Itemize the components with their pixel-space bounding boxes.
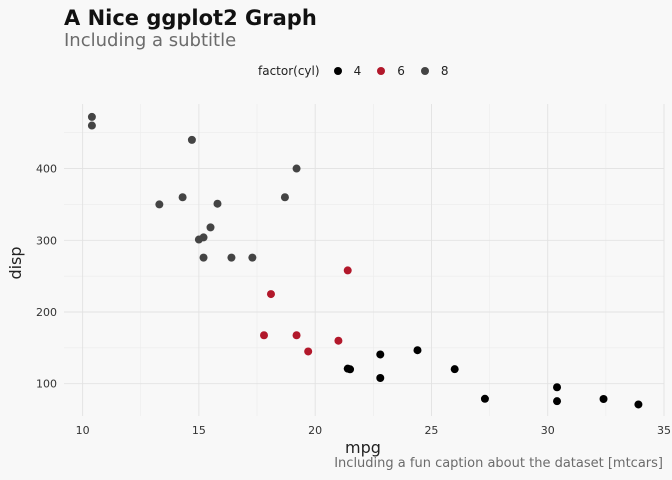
data-point-cyl-8 xyxy=(292,164,301,173)
data-point-cyl-6 xyxy=(260,331,268,340)
legend-label-8: 8 xyxy=(440,64,449,78)
data-point-cyl-4 xyxy=(599,395,608,404)
y-tick-label: 100 xyxy=(36,378,57,391)
data-point-cyl-4 xyxy=(413,346,422,355)
y-axis-label: disp xyxy=(6,246,25,279)
x-axis-ticks: 10 15 20 25 30 35 xyxy=(76,424,671,437)
chart-subtitle: Including a subtitle xyxy=(64,30,237,51)
data-point-cyl-8 xyxy=(227,253,236,262)
data-point-cyl-6 xyxy=(304,347,313,356)
data-point-cyl-8 xyxy=(87,121,96,130)
data-point-cyl-8 xyxy=(187,135,196,144)
data-point-cyl-4 xyxy=(634,400,643,409)
data-point-cyl-6 xyxy=(292,331,301,340)
legend-title: factor(cyl) xyxy=(258,64,320,78)
legend-label-4: 4 xyxy=(353,64,362,78)
data-point-cyl-8 xyxy=(194,235,203,244)
data-point-cyl-6 xyxy=(266,290,275,299)
data-point-cyl-8 xyxy=(178,193,187,202)
data-point-cyl-8 xyxy=(280,193,289,202)
y-tick-label: 200 xyxy=(36,306,57,319)
x-tick-label: 20 xyxy=(308,424,322,437)
y-tick-label: 300 xyxy=(36,234,57,247)
x-tick-label: 25 xyxy=(424,424,438,437)
x-tick-label: 10 xyxy=(76,424,90,437)
legend-label-6: 6 xyxy=(397,64,405,78)
data-point-cyl-6 xyxy=(334,336,343,345)
data-point-cyl-4 xyxy=(450,365,459,374)
legend-item-6: 6 xyxy=(377,64,405,78)
data-point-cyl-8 xyxy=(248,253,257,262)
y-tick-label: 400 xyxy=(36,163,57,176)
x-axis-label: mpg xyxy=(345,438,381,457)
legend: factor(cyl) 4 6 8 xyxy=(258,62,464,80)
x-tick-label: 35 xyxy=(657,424,671,437)
grid-lines xyxy=(64,104,665,416)
data-points xyxy=(87,112,643,409)
x-tick-label: 30 xyxy=(541,424,555,437)
x-tick-label: 15 xyxy=(192,424,206,437)
data-point-cyl-6 xyxy=(343,266,352,275)
data-point-cyl-4 xyxy=(480,394,489,403)
legend-item-8: 8 xyxy=(420,64,449,78)
chart-caption: Including a fun caption about the datase… xyxy=(334,456,663,471)
data-point-cyl-4 xyxy=(343,364,352,373)
data-point-cyl-4 xyxy=(376,373,385,382)
legend-item-4: 4 xyxy=(333,64,362,78)
data-point-cyl-8 xyxy=(155,200,164,209)
data-point-cyl-8 xyxy=(87,112,96,121)
data-point-cyl-8 xyxy=(213,199,222,208)
data-point-cyl-4 xyxy=(553,383,562,392)
legend-key-8 xyxy=(420,67,429,75)
legend-key-4 xyxy=(333,67,342,75)
y-axis-ticks: 100 200 300 400 xyxy=(36,163,57,391)
legend-key-6 xyxy=(377,67,386,75)
data-point-cyl-8 xyxy=(199,253,208,262)
chart-title: A Nice ggplot2 Graph xyxy=(64,6,317,30)
data-point-cyl-4 xyxy=(553,397,562,406)
data-point-cyl-8 xyxy=(206,223,215,232)
data-point-cyl-4 xyxy=(376,350,385,359)
